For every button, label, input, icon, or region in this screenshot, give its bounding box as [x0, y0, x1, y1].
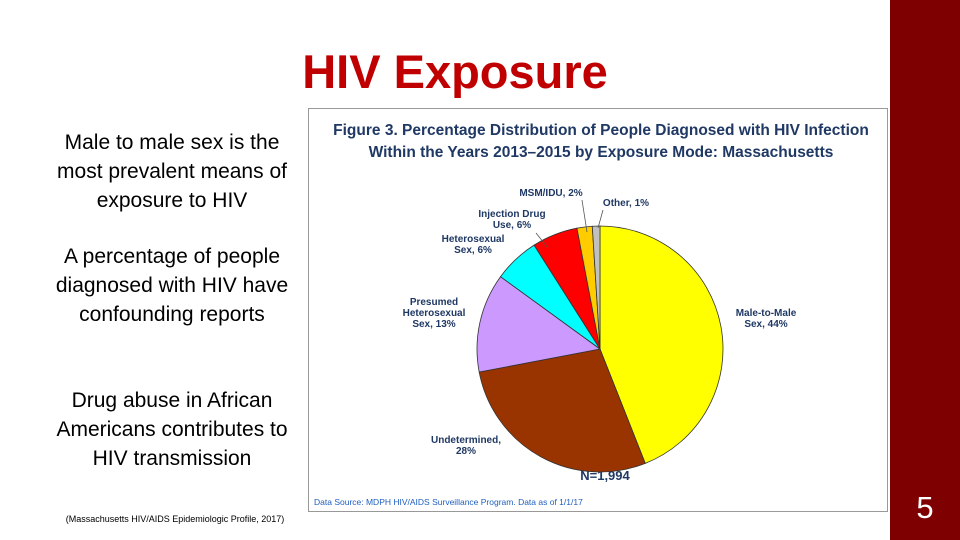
slice-label: Male-to-Male Sex, 44%: [735, 308, 797, 330]
bullet: Male to male sex is the most prevalent m…: [57, 131, 287, 212]
chart-title: Figure 3. Percentage Distribution of Peo…: [333, 122, 869, 161]
leader-line: [535, 232, 549, 249]
pie-slice: [591, 225, 601, 350]
slide-title: HIV Exposure: [302, 45, 608, 98]
bullet: A percentage of people diagnosed with HI…: [55, 245, 289, 326]
sidebar: [890, 0, 960, 540]
pie-slice: [478, 348, 646, 473]
slice-label: Other, 1%: [602, 198, 650, 209]
slice-label: Injection Drug Use, 6%: [478, 209, 546, 231]
pie-slice: [476, 276, 601, 373]
citation: (Massachusetts HIV/AIDS Epidemiologic Pr…: [65, 514, 285, 524]
pie-slice: [599, 225, 724, 464]
data-source: Data Source: MDPH HIV/AIDS Surveillance …: [314, 497, 583, 507]
page-number: 5: [916, 490, 934, 525]
slice-label: Presumed Heterosexual Sex, 13%: [402, 297, 466, 330]
slice-label: Heterosexual Sex, 6%: [441, 234, 505, 256]
leader-line: [597, 209, 604, 229]
bullet: Drug abuse in African Americans contribu…: [56, 389, 288, 470]
slice-label: Undetermined, 28%: [430, 435, 501, 457]
leader-line: [581, 199, 588, 233]
slice-label: MSM/IDU, 2%: [519, 188, 583, 199]
